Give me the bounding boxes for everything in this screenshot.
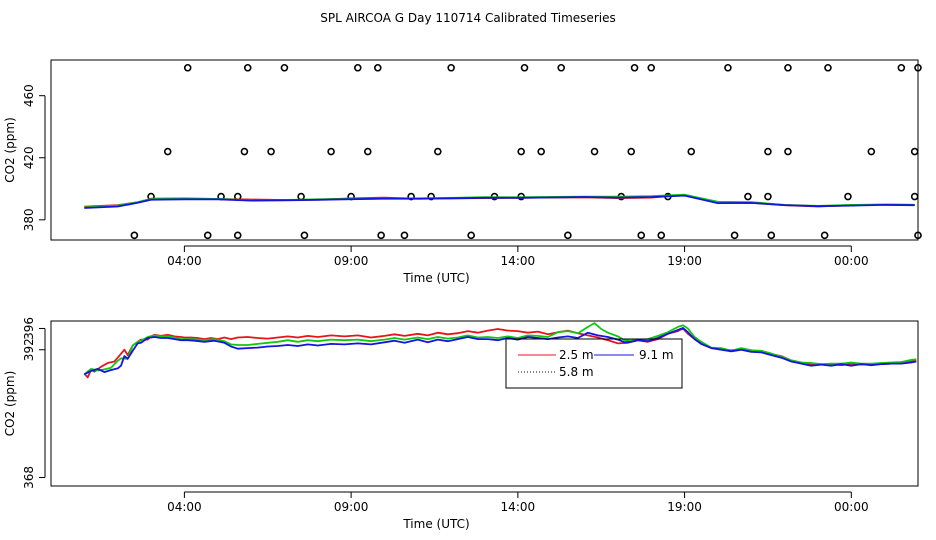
top-panel-scatter: 04:00 09:00 14:00 19:00 00:00 Time (UTC) 380 42… xyxy=(3,59,922,285)
scatter-point xyxy=(657,231,666,240)
scatter-point xyxy=(764,192,772,201)
scatter-point xyxy=(730,231,739,240)
series-line-blue xyxy=(84,194,915,209)
scatter-point xyxy=(297,192,305,201)
scatter-point xyxy=(183,63,192,72)
scatter-point xyxy=(590,147,599,156)
x-axis-label: Time (UTC) xyxy=(402,517,469,531)
scatter-point xyxy=(630,63,639,72)
scatter-point xyxy=(647,63,656,72)
scatter-point xyxy=(724,63,732,72)
x-tick-label: 00:00 xyxy=(834,254,869,268)
plot-frame xyxy=(50,320,919,487)
x-tick-label: 14:00 xyxy=(501,500,536,514)
scatter-point xyxy=(637,231,646,240)
y-tick-label: 380 xyxy=(22,208,36,231)
y-tick-label: 460 xyxy=(22,84,36,107)
scatter-point xyxy=(844,192,852,201)
y-axis-label: CO2 (ppm) xyxy=(3,371,17,437)
scatter-point xyxy=(130,231,139,240)
scatter-point xyxy=(233,231,242,240)
scatter-point xyxy=(910,192,919,201)
scatter-point xyxy=(537,147,545,156)
x-tick-label: 04:00 xyxy=(167,500,202,514)
y-tick-label: 392 xyxy=(22,338,36,361)
bottom-panel-line: 04:00 09:00 14:00 19:00 00:00 Time (UTC) 368 39… xyxy=(3,317,919,531)
scatter-point xyxy=(467,231,475,240)
x-axis-label: Time (UTC) xyxy=(402,271,469,285)
series-line-9-1-m xyxy=(83,326,917,376)
scatter-point xyxy=(353,63,362,72)
legend-label: 2.5 m xyxy=(559,348,594,362)
scatter-point xyxy=(520,63,529,72)
scatter-point xyxy=(784,63,792,72)
x-tick-label: 09:00 xyxy=(334,254,369,268)
scatter-point xyxy=(557,63,565,72)
scatter-point xyxy=(434,147,442,156)
scatter-point xyxy=(243,63,252,72)
plot-frame xyxy=(50,59,919,241)
x-tick-label: 19:00 xyxy=(667,254,702,268)
scatter-point xyxy=(767,231,776,240)
scatter-point xyxy=(300,231,309,240)
x-tick-label: 09:00 xyxy=(334,500,369,514)
x-tick-label: 19:00 xyxy=(667,500,702,514)
scatter-point xyxy=(820,231,829,240)
x-tick-label: 04:00 xyxy=(167,254,202,268)
scatter-point xyxy=(267,147,275,156)
legend-box xyxy=(505,338,683,389)
scatter-point xyxy=(163,147,172,156)
legend-label: 5.8 m xyxy=(559,365,594,379)
scatter-point xyxy=(203,231,212,240)
scatter-point xyxy=(914,231,922,240)
scatter-point xyxy=(240,147,249,156)
scatter-point xyxy=(363,147,372,156)
scatter-point xyxy=(280,63,289,72)
y-axis-label: CO2 (ppm) xyxy=(3,117,17,183)
scatter-point xyxy=(764,147,772,156)
scatter-point xyxy=(427,192,435,201)
y-tick-label: 396 xyxy=(22,317,36,340)
y-tick-label: 420 xyxy=(22,146,36,169)
scatter-point xyxy=(327,147,335,156)
scatter-point xyxy=(744,192,752,201)
scatter-point xyxy=(373,63,382,72)
scatter-point xyxy=(447,63,455,72)
scatter-point xyxy=(824,63,832,72)
figure-title: SPL AIRCOA G Day 110714 Calibrated Times… xyxy=(320,11,615,25)
scatter-point xyxy=(910,147,919,156)
legend-label: 9.1 m xyxy=(639,348,674,362)
scatter-point xyxy=(517,147,525,156)
x-tick-label: 14:00 xyxy=(501,254,536,268)
legend: 2.5 m 9.1 m 5.8 m xyxy=(505,338,683,389)
y-tick-label: 368 xyxy=(22,466,36,489)
x-tick-label: 00:00 xyxy=(834,500,869,514)
scatter-point xyxy=(627,147,636,156)
scatter-point xyxy=(914,63,922,72)
series-line-5-8-m xyxy=(83,322,917,376)
scatter-point xyxy=(400,231,409,240)
scatter-point xyxy=(564,231,572,240)
scatter-point xyxy=(377,231,385,240)
scatter-point xyxy=(687,147,696,156)
series-line-2-5-m xyxy=(83,327,917,379)
scatter-point xyxy=(784,147,792,156)
scatter-point xyxy=(897,63,906,72)
scatter-point xyxy=(867,147,876,156)
